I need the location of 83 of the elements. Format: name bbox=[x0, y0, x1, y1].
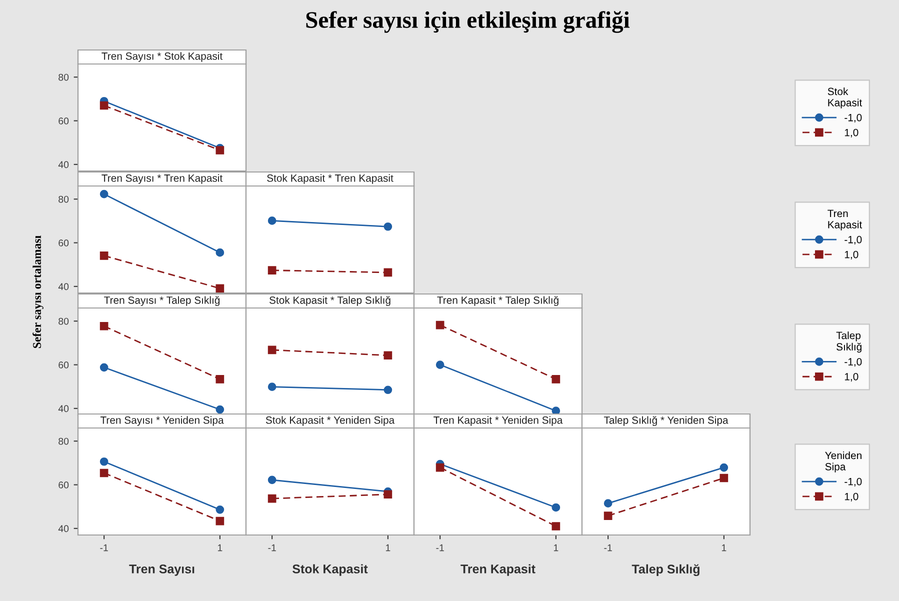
y-tick-label: 80 bbox=[58, 438, 69, 445]
x-axis-title: Talep Sıklığ bbox=[632, 564, 700, 576]
point bbox=[100, 468, 108, 478]
point bbox=[384, 490, 392, 499]
point bbox=[100, 322, 108, 330]
legend-title: Stok Kapasit bbox=[828, 88, 862, 108]
y-tick-label: 40 bbox=[58, 283, 69, 290]
y-tick-label: 60 bbox=[58, 118, 69, 124]
legend-title: Tren Kapasit bbox=[828, 210, 862, 230]
x-tick-label: -1 bbox=[100, 544, 108, 552]
x-axis-title: Tren Sayısı bbox=[129, 564, 194, 576]
point bbox=[268, 346, 276, 354]
point bbox=[268, 266, 276, 274]
point bbox=[216, 248, 224, 257]
point bbox=[436, 463, 444, 472]
point bbox=[436, 360, 444, 369]
chart-subtitle: Stok Kapasit * Tren Kapasit bbox=[267, 174, 394, 184]
point bbox=[268, 382, 276, 391]
chart-subtitle: Stok Kapasit * Talep Sıklığ bbox=[269, 296, 390, 306]
y-tick-label: 40 bbox=[58, 161, 69, 168]
point bbox=[268, 216, 276, 225]
legend-label: -1,0 bbox=[844, 236, 862, 245]
y-tick-label: 60 bbox=[58, 362, 69, 368]
point bbox=[552, 503, 560, 512]
legend-label: -1,0 bbox=[844, 114, 862, 123]
y-tick-label: 80 bbox=[58, 74, 69, 81]
point bbox=[720, 463, 728, 472]
legend-label: 1,0 bbox=[844, 128, 858, 138]
point bbox=[100, 190, 108, 198]
chart-subtitle: Stok Kapasit * Yeniden Sipa bbox=[266, 416, 395, 426]
point bbox=[384, 386, 392, 394]
y-tick-label: 80 bbox=[58, 318, 69, 325]
point bbox=[384, 268, 392, 277]
point bbox=[604, 512, 612, 520]
legend-label: 1,0 bbox=[844, 492, 858, 502]
point bbox=[552, 522, 560, 530]
point bbox=[384, 222, 392, 231]
point bbox=[216, 405, 224, 414]
chart-subtitle: Tren Sayısı * Yeniden Sipa bbox=[100, 416, 224, 426]
point bbox=[720, 474, 728, 482]
x-tick-label: -1 bbox=[436, 544, 444, 552]
legend-label: 1,0 bbox=[844, 250, 858, 260]
chart-subtitle: Tren Kapasit * Yeniden Sipa bbox=[434, 416, 563, 426]
point bbox=[216, 516, 224, 526]
legend-label: 1,0 bbox=[844, 372, 858, 382]
y-tick-label: 40 bbox=[58, 405, 69, 412]
point bbox=[268, 494, 276, 503]
y-tick-label: 40 bbox=[58, 525, 69, 532]
chart-subtitle: Tren Sayısı * Talep Sıklığ bbox=[104, 296, 220, 306]
legend-title: Yeniden Sipa bbox=[825, 452, 862, 472]
y-axis-title: Sefer sayısı ortalaması bbox=[32, 236, 44, 348]
legend-title: Talep Sıklığ bbox=[836, 332, 862, 353]
point bbox=[216, 284, 224, 293]
point bbox=[216, 506, 224, 514]
legend-label: -1,0 bbox=[844, 358, 862, 367]
x-tick-label: 1 bbox=[554, 544, 558, 552]
chart-subtitle: Tren Sayısı * Stok Kapasit bbox=[102, 52, 223, 62]
point bbox=[216, 375, 224, 384]
chart-subtitle: Tren Kapasit * Talep Sıklığ bbox=[437, 296, 558, 306]
x-tick-label: -1 bbox=[268, 544, 276, 552]
chart-subtitle: Tren Sayısı * Tren Kapasit bbox=[102, 174, 223, 184]
x-axis-title: Stok Kapasit bbox=[292, 564, 368, 576]
point bbox=[100, 363, 108, 372]
point bbox=[552, 375, 560, 384]
x-axis-title: Tren Kapasit bbox=[460, 564, 536, 576]
chart-subtitle: Talep Sıklığ * Yeniden Sipa bbox=[604, 416, 728, 426]
point bbox=[384, 351, 392, 360]
y-tick-label: 60 bbox=[58, 240, 69, 246]
point bbox=[216, 146, 224, 154]
legend-label: -1,0 bbox=[844, 478, 862, 487]
text: Sefer sayısı için etkileşim grafiği bbox=[306, 11, 630, 33]
y-tick-label: 80 bbox=[58, 196, 69, 203]
point bbox=[604, 499, 612, 508]
x-tick-label: 1 bbox=[386, 544, 390, 552]
x-tick-label: 1 bbox=[218, 544, 222, 552]
y-tick-label: 60 bbox=[58, 482, 69, 488]
point bbox=[100, 251, 108, 260]
point bbox=[436, 320, 444, 330]
point bbox=[100, 101, 108, 110]
point bbox=[100, 457, 108, 466]
x-tick-label: 1 bbox=[722, 544, 726, 552]
point bbox=[268, 476, 276, 484]
x-tick-label: -1 bbox=[604, 544, 612, 552]
